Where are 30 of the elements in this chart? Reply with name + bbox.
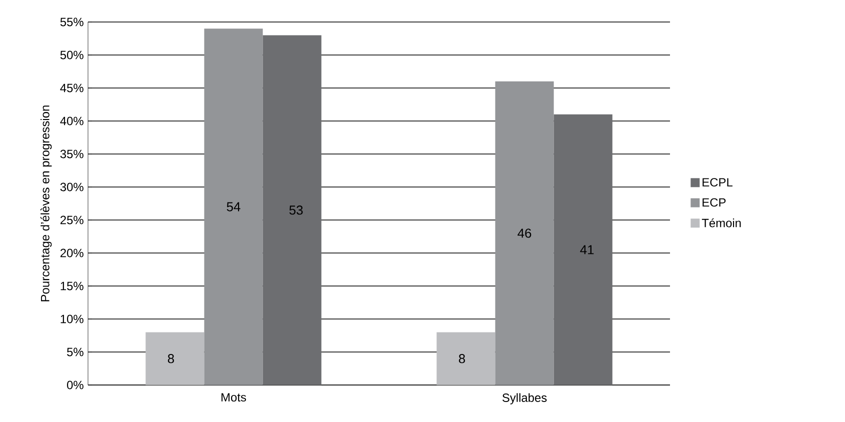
y-tick-label: 40% <box>60 116 84 126</box>
y-tick-label: 10% <box>60 314 84 324</box>
legend-label: Témoin <box>702 218 741 228</box>
bar <box>436 332 496 385</box>
y-tick-label: 35% <box>60 150 84 158</box>
data-label: 53 <box>289 206 303 215</box>
y-tick-label: 25% <box>60 216 84 224</box>
bar <box>262 35 322 385</box>
data-label: 8 <box>458 354 465 364</box>
y-tick-label: 15% <box>60 282 84 290</box>
bar <box>146 332 204 385</box>
bar <box>204 28 263 385</box>
data-label: 46 <box>518 228 532 238</box>
x-tick-label: Mots <box>222 393 246 402</box>
legend-label: ECPL <box>702 178 732 187</box>
y-tick-label: 0% <box>67 380 84 390</box>
y-tick-label: 30% <box>60 182 84 192</box>
bar <box>495 81 554 385</box>
y-tick-label: 20% <box>60 248 84 258</box>
y-tick-label: 45% <box>60 84 84 92</box>
y-tick-label: 50% <box>60 50 84 60</box>
legend-label: ECP <box>702 198 726 207</box>
bar <box>554 114 612 385</box>
data-label: 8 <box>168 354 174 364</box>
data-label: 54 <box>226 202 240 212</box>
data-label: 41 <box>580 245 594 254</box>
y-axis-title: Pourcentage d’élèves en progression <box>40 106 52 302</box>
x-tick-label: Syllabes <box>502 393 547 404</box>
y-tick-label: 5% <box>67 348 84 356</box>
y-tick-label: 55% <box>60 18 84 26</box>
